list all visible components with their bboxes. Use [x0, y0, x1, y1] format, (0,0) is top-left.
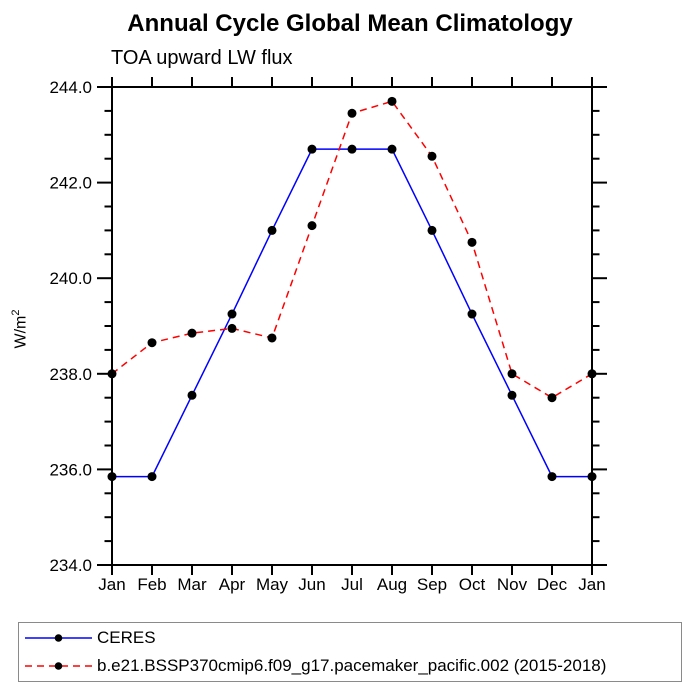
- data-point-marker: [427, 151, 437, 161]
- legend-item: b.e21.BSSP370cmip6.f09_g17.pacemaker_pac…: [22, 652, 681, 680]
- legend-swatch: [25, 634, 92, 642]
- x-axis-tick-label: Aug: [377, 575, 407, 594]
- x-axis-tick-label: Jul: [341, 575, 363, 594]
- data-point-marker: [547, 472, 557, 482]
- x-axis-tick-label: Mar: [177, 575, 207, 594]
- legend-label: CERES: [97, 628, 156, 647]
- data-point-marker: [307, 144, 317, 154]
- plot-area: 244.0 242.0 240.0 238.0 236.0 234.0 Jan Feb Mar A…: [49, 77, 607, 594]
- y-axis-tick-label: 236.0: [49, 460, 92, 479]
- legend-item: CERES: [22, 624, 681, 652]
- data-point-marker: [587, 472, 597, 482]
- data-point-marker: [187, 328, 197, 338]
- y-axis-tick-label: 238.0: [49, 365, 92, 384]
- x-axis-tick-label: Oct: [459, 575, 486, 594]
- y-axis-tick-label: 242.0: [49, 174, 92, 193]
- data-point-marker: [147, 472, 157, 482]
- data-point-marker: [107, 472, 117, 482]
- legend-swatch: [25, 662, 92, 670]
- series-line-ceres: [112, 148, 592, 478]
- data-point-marker: [227, 323, 237, 333]
- x-axis-tick-label: May: [256, 575, 289, 594]
- legend-label: b.e21.BSSP370cmip6.f09_g17.pacemaker_pac…: [97, 656, 607, 675]
- y-axis-tick-label: 244.0: [49, 78, 92, 97]
- data-point-marker: [267, 333, 277, 343]
- x-axis-tick-label: Sep: [417, 575, 447, 594]
- plot-frame: [111, 86, 593, 566]
- data-point-marker: [387, 144, 397, 154]
- x-axis-tick-label: Feb: [137, 575, 166, 594]
- data-point-marker: [307, 221, 317, 231]
- chart-title: Annual Cycle Global Mean Climatology: [127, 10, 573, 37]
- data-point-marker: [347, 144, 357, 154]
- data-point-marker: [427, 225, 437, 235]
- y-axis-tick-label: 240.0: [49, 269, 92, 288]
- x-axis-tick-label: Dec: [537, 575, 568, 594]
- x-axis-tick-label: Jun: [298, 575, 325, 594]
- data-point-marker: [387, 96, 397, 106]
- data-point-marker: [227, 309, 237, 319]
- data-point-marker: [467, 309, 477, 319]
- x-axis-tick-label: Nov: [497, 575, 528, 594]
- data-point-marker: [267, 225, 277, 235]
- y-axis-tick-label: 234.0: [49, 556, 92, 575]
- x-axis-tick-label: Apr: [219, 575, 246, 594]
- data-point-marker: [587, 369, 597, 379]
- legend-marker-sample: [54, 634, 63, 642]
- chart-subtitle: TOA upward LW flux: [111, 47, 293, 69]
- x-axis-tick-label: Jan: [98, 575, 125, 594]
- data-point-marker: [347, 108, 357, 118]
- legend-box: CERES b.e21.BSSP370cmip6.f09_g17.pacemake…: [18, 622, 682, 682]
- data-point-marker: [507, 390, 517, 400]
- data-point-marker: [547, 393, 557, 403]
- legend-marker-sample: [54, 662, 63, 670]
- data-point-marker: [147, 338, 157, 348]
- data-point-marker: [107, 369, 117, 379]
- x-axis-tick-label: Jan: [578, 575, 605, 594]
- data-point-marker: [507, 369, 517, 379]
- data-point-marker: [187, 390, 197, 400]
- data-point-marker: [467, 237, 477, 247]
